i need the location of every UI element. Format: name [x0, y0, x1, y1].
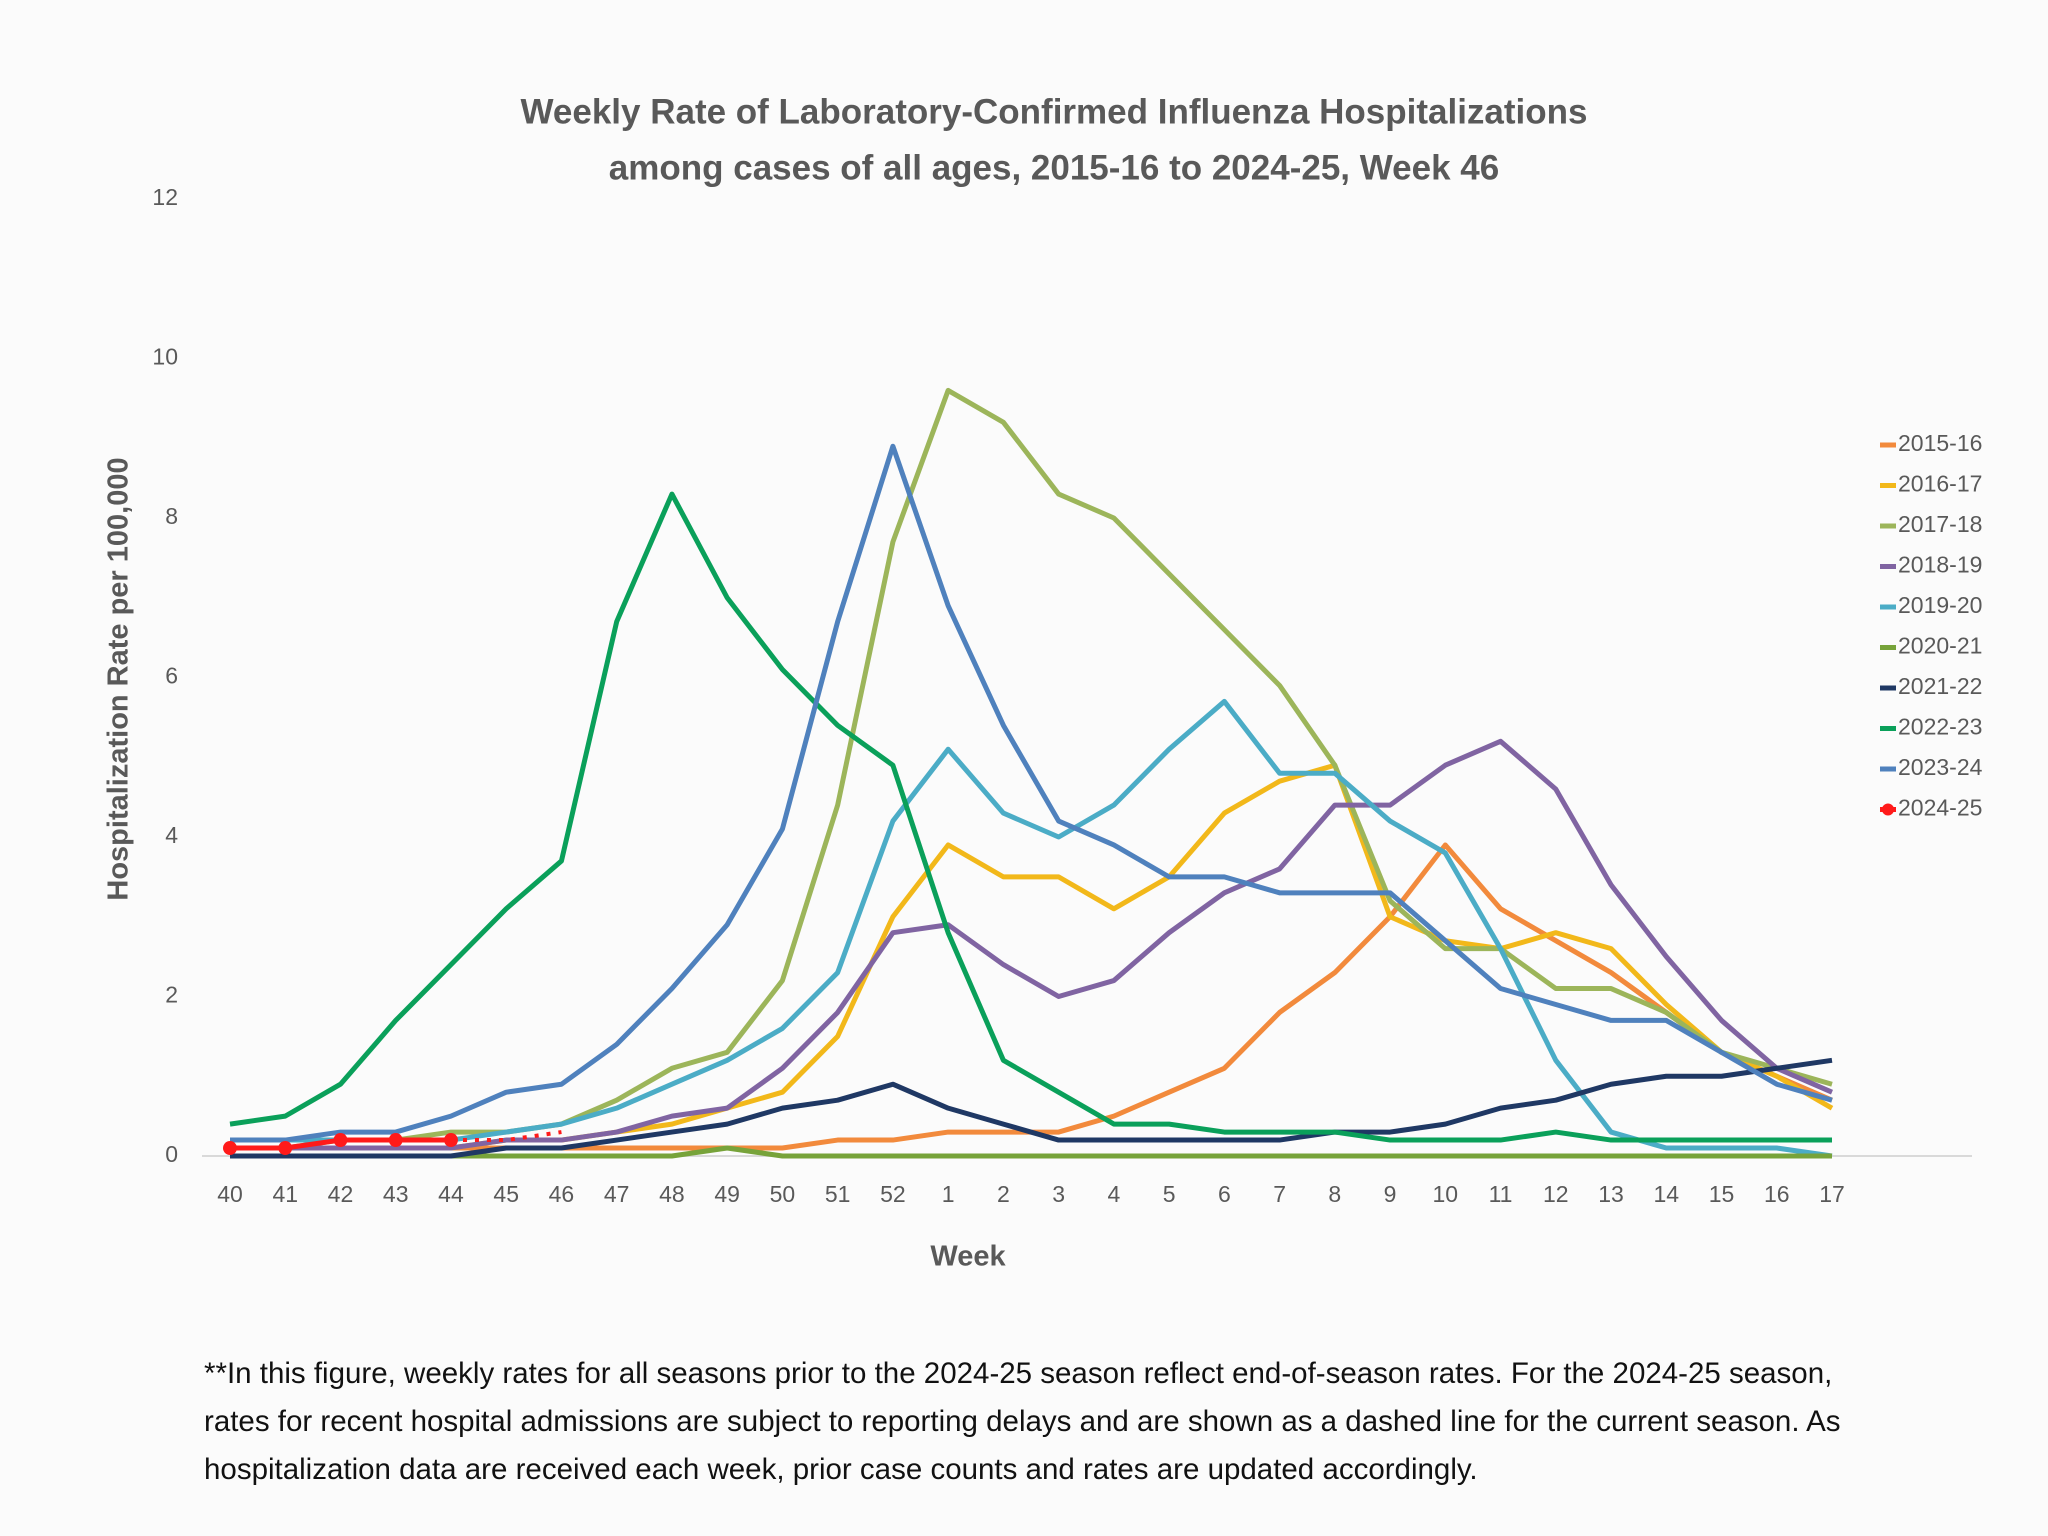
x-tick-label: 6 — [1218, 1181, 1231, 1207]
chart-title: among cases of all ages, 2015-16 to 2024… — [609, 148, 1499, 187]
x-tick-label: 50 — [770, 1181, 796, 1207]
x-tick-label: 17 — [1819, 1181, 1845, 1207]
x-tick-label: 41 — [272, 1181, 298, 1207]
x-tick-label: 44 — [438, 1181, 464, 1207]
y-tick-label: 6 — [165, 663, 178, 689]
series-line — [230, 698, 1833, 1159]
y-tick-label: 4 — [165, 822, 178, 848]
legend-label: 2024-25 — [1898, 795, 1982, 821]
series-line — [230, 443, 1833, 1143]
x-tick-label: 11 — [1489, 1181, 1513, 1207]
y-tick-label: 12 — [152, 184, 178, 210]
x-tick-label: 9 — [1384, 1181, 1397, 1207]
series-line — [230, 1057, 1833, 1159]
series-marker — [333, 1133, 348, 1148]
footnote: **In this figure, weekly rates for all s… — [204, 1357, 1841, 1486]
x-tick-label: 15 — [1709, 1181, 1735, 1207]
legend-label: 2016-17 — [1898, 471, 1982, 497]
x-tick-label: 48 — [659, 1181, 685, 1207]
x-tick-label: 4 — [1107, 1181, 1120, 1207]
y-tick-label: 0 — [165, 1141, 178, 1167]
x-tick-label: 40 — [217, 1181, 243, 1207]
y-tick-label: 10 — [152, 344, 178, 370]
legend-label: 2022-23 — [1898, 714, 1982, 740]
chart-title: Weekly Rate of Laboratory-Confirmed Infl… — [520, 92, 1587, 131]
series-line — [230, 1145, 1832, 1159]
x-tick-label: 49 — [714, 1181, 740, 1207]
legend-label: 2017-18 — [1898, 511, 1982, 537]
series-marker — [223, 1141, 237, 1156]
legend-marker — [1882, 803, 1894, 816]
legend-label: 2023-24 — [1898, 754, 1983, 780]
y-tick-label: 2 — [165, 982, 178, 1008]
legend-label: 2021-22 — [1898, 673, 1982, 699]
y-axis-title: Hospitalization Rate per 100,000 — [103, 457, 135, 900]
x-tick-label: 46 — [549, 1181, 575, 1207]
series-line — [229, 491, 1832, 1143]
x-tick-label: 47 — [604, 1181, 630, 1207]
series-marker — [388, 1133, 403, 1148]
legend-label: 2019-20 — [1898, 592, 1982, 618]
x-tick-label: 7 — [1273, 1181, 1286, 1207]
x-tick-label: 13 — [1598, 1181, 1624, 1207]
x-tick-label: 52 — [880, 1181, 906, 1207]
legend-label: 2018-19 — [1898, 552, 1982, 578]
x-tick-label: 42 — [328, 1181, 354, 1207]
series-marker — [443, 1133, 458, 1148]
y-tick-label: 8 — [165, 503, 178, 529]
x-tick-label: 8 — [1328, 1181, 1341, 1207]
x-tick-label: 16 — [1764, 1181, 1790, 1207]
x-tick-label: 51 — [825, 1181, 851, 1207]
chart: Weekly Rate of Laboratory-Confirmed Infl… — [103, 92, 1983, 1273]
x-tick-label: 1 — [942, 1181, 955, 1207]
x-tick-label: 5 — [1163, 1181, 1176, 1207]
x-tick-label: 10 — [1433, 1181, 1459, 1207]
x-tick-label: 12 — [1543, 1181, 1569, 1207]
x-tick-label: 2 — [997, 1181, 1010, 1207]
series-marker — [278, 1141, 293, 1156]
x-axis-title: Week — [930, 1241, 1006, 1273]
x-tick-label: 45 — [493, 1181, 519, 1207]
x-tick-label: 43 — [383, 1181, 409, 1207]
series-line — [230, 842, 1833, 1151]
x-tick-label: 3 — [1052, 1181, 1065, 1207]
series-line — [230, 738, 1833, 1151]
x-tick-label: 14 — [1653, 1181, 1679, 1207]
legend-label: 2020-21 — [1898, 633, 1982, 659]
legend-label: 2015-16 — [1898, 430, 1982, 456]
